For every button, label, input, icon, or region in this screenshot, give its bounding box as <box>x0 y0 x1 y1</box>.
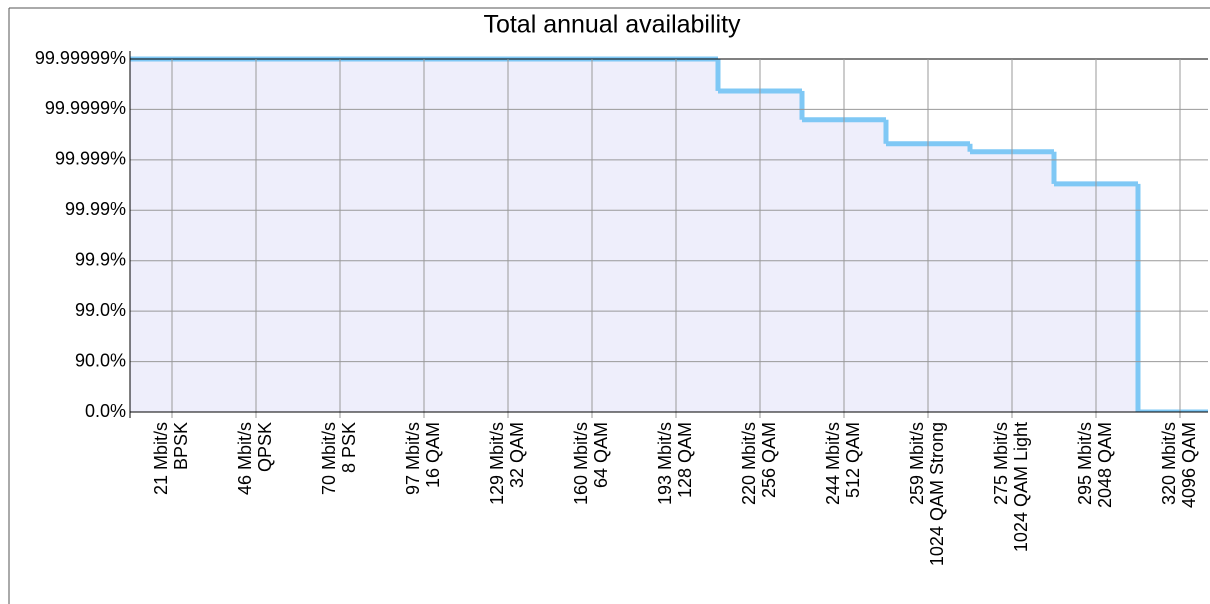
y-tick-label: 99.0% <box>75 300 126 320</box>
x-tick-label: 275 Mbit/s <box>991 422 1011 505</box>
x-tick-label: 16 QAM <box>423 422 443 488</box>
x-tick-label: 21 Mbit/s <box>151 422 171 495</box>
y-tick-label: 99.99999% <box>35 48 126 68</box>
x-tick-label: 1024 QAM Strong <box>927 422 947 566</box>
y-tick-label: 99.9999% <box>45 98 126 118</box>
x-tick-label: 64 QAM <box>591 422 611 488</box>
x-tick-label: 4096 QAM <box>1179 422 1199 508</box>
chart-title: Total annual availability <box>483 11 741 39</box>
area <box>130 59 1208 412</box>
y-tick-label: 99.9% <box>75 249 126 269</box>
x-tick-label: 97 Mbit/s <box>403 422 423 495</box>
y-tick-label: 99.99% <box>65 199 126 219</box>
x-tick-label: 259 Mbit/s <box>907 422 927 505</box>
x-tick-label: 220 Mbit/s <box>739 422 759 505</box>
x-tick-label: QPSK <box>255 422 275 472</box>
plot <box>130 56 1208 412</box>
x-tick-label: 70 Mbit/s <box>319 422 339 495</box>
x-tick-label: 2048 QAM <box>1095 422 1115 508</box>
x-tick-label: BPSK <box>171 422 191 470</box>
x-tick-label: 160 Mbit/s <box>571 422 591 505</box>
y-tick-label: 90.0% <box>75 350 126 370</box>
x-tick-label: 32 QAM <box>507 422 527 488</box>
x-tick-label: 46 Mbit/s <box>235 422 255 495</box>
x-tick-label: 128 QAM <box>675 422 695 498</box>
x-tick-label: 295 Mbit/s <box>1075 422 1095 505</box>
x-tick-label: 1024 QAM Light <box>1011 422 1031 552</box>
x-tick-label: 129 Mbit/s <box>487 422 507 505</box>
y-tick-label: 0.0% <box>85 401 126 421</box>
x-tick-label: 256 QAM <box>759 422 779 498</box>
x-tick-label: 193 Mbit/s <box>655 422 675 505</box>
x-tick-label: 244 Mbit/s <box>823 422 843 505</box>
x-tick-label: 320 Mbit/s <box>1159 422 1179 505</box>
y-tick-label: 99.999% <box>55 149 126 169</box>
x-tick-label: 8 PSK <box>339 422 359 473</box>
x-tick-label: 512 QAM <box>843 422 863 498</box>
